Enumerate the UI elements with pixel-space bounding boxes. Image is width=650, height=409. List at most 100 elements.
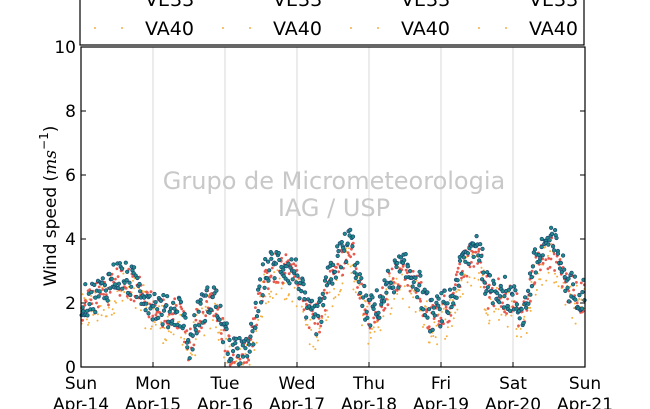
scatter-point [471,253,474,256]
scatter-point [107,306,110,309]
scatter-point [179,313,182,316]
scatter-point [391,290,397,295]
scatter-point [381,286,384,290]
scatter-point [398,255,404,260]
legend-marker [94,27,96,29]
scatter-point [411,269,415,273]
scatter-point [96,305,100,309]
scatter-point [454,295,459,300]
scatter-point [164,303,169,308]
scatter-point [372,302,377,307]
scatter-point [522,295,528,300]
scatter-point [163,327,166,329]
scatter-point [507,291,510,294]
scatter-point [323,275,329,280]
scatter-point [83,297,86,300]
scatter-point [415,295,420,300]
scatter-point [425,290,430,295]
scatter-point [103,288,108,293]
scatter-point [534,255,538,259]
scatter-point [95,301,98,305]
scatter-point [452,317,455,320]
scatter-point [432,317,436,320]
scatter-point [194,318,198,322]
scatter-point [446,326,449,329]
scatter-point [242,363,245,366]
scatter-point [452,286,457,291]
scatter-point [550,244,556,249]
scatter-point [439,316,443,320]
scatter-point [89,290,94,295]
scatter-point [223,356,225,359]
scatter-point [477,258,482,263]
scatter-point [474,250,478,254]
scatter-point [364,293,369,298]
scatter-point [289,257,294,262]
scatter-point [316,313,321,319]
scatter-point [337,293,340,296]
y-axis-label-suffix: ) [41,126,61,133]
legend-box [79,0,585,46]
scatter-point [403,252,408,257]
scatter-point [454,283,457,286]
scatter-point [563,288,568,294]
scatter-point [515,335,518,338]
scatter-point [247,358,251,362]
scatter-point [393,297,396,300]
scatter-point [102,283,107,288]
scatter-point [123,260,128,265]
scatter-point [189,327,192,331]
scatter-point [352,263,358,268]
scatter-point [439,319,445,324]
scatter-point [478,272,480,274]
scatter-point [411,280,416,285]
scatter-point [530,269,534,273]
scatter-point [303,290,308,295]
scatter-point [242,361,246,365]
scatter-point [503,310,506,314]
scatter-point [173,297,177,301]
scatter-point [471,250,475,254]
scatter-point [406,284,410,287]
scatter-point [402,258,407,263]
scatter-point [178,320,181,323]
scatter-point [192,313,197,318]
scatter-point [123,291,126,293]
scatter-point [126,297,129,300]
scatter-point [219,332,223,335]
scatter-point [348,227,353,232]
legend: VE33 VA40 VE33 VA40 VE33 VA40 VE33 VA40 [79,0,585,46]
scatter-point [555,251,561,256]
scatter-point [465,251,471,256]
scatter-point [92,282,97,288]
scatter-point [254,306,257,309]
x-axis-ticks: SunApr-14MonApr-15TueApr-16WedApr-17ThuA… [53,362,613,409]
scatter-point [366,305,369,308]
scatter-point [132,265,137,270]
scatter-point [332,297,335,300]
scatter-point [84,308,90,313]
scatter-point [102,309,105,311]
scatter-point [456,283,461,288]
scatter-point [460,279,463,282]
scatter-point [81,293,84,296]
scatter-point [508,285,513,290]
scatter-point [309,298,315,303]
scatter-point [463,259,468,264]
scatter-point [485,285,490,290]
scatter-point [579,306,585,311]
scatter-point [358,290,363,296]
scatter-point [135,275,140,281]
scatter-point [526,297,530,301]
scatter-point [515,328,518,330]
scatter-point [462,275,466,278]
scatter-point [428,341,431,344]
legend-label-top: VE33 [273,0,322,11]
scatter-point [451,301,456,306]
scatter-point [572,288,575,292]
scatter-point [539,244,544,250]
scatter-point [371,328,373,330]
scatter-point [217,331,220,334]
scatter-point [495,291,500,296]
scatter-point [81,318,84,322]
